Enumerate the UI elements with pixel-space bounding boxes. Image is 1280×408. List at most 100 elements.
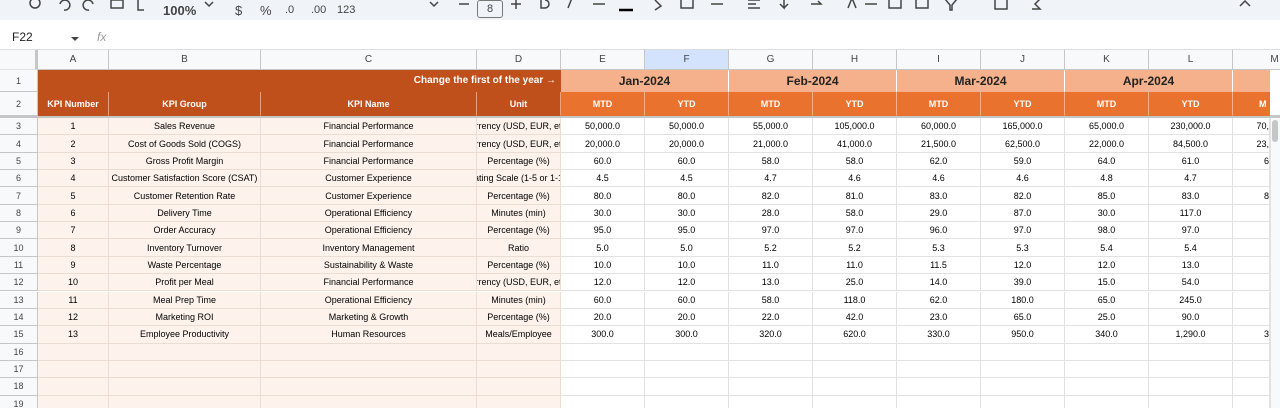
column-header: D: [477, 50, 561, 70]
value-cell: 81.0: [813, 187, 897, 205]
row-number: 4: [0, 135, 38, 153]
empty-cell: [1149, 378, 1233, 396]
row-number: 5: [0, 152, 38, 171]
empty-cell: [897, 395, 981, 408]
value-cell: 11.5: [897, 256, 981, 275]
value-cell: 21,500.0: [897, 135, 981, 153]
empty-cell: [561, 378, 645, 396]
kpi-cell: Ratio: [477, 239, 561, 257]
month-header-partial: [1233, 70, 1270, 92]
value-cell: 11.0: [729, 256, 813, 275]
empty-cell: [561, 343, 645, 361]
value-cell: 80.0: [645, 187, 729, 205]
zoom[interactable]: 100%: [163, 2, 197, 18]
kpi-cell: Customer Experience: [261, 170, 477, 188]
subheader: YTD: [981, 92, 1065, 116]
empty-cell: [645, 395, 729, 408]
kpi-cell: Percentage (%): [477, 187, 561, 205]
value-cell: 4.5: [561, 170, 645, 188]
value-cell: 42.0: [813, 308, 897, 327]
partial-cell: [1233, 170, 1270, 188]
value-cell: 84,500.0: [1149, 135, 1233, 153]
kpi-cell: Percentage (%): [477, 256, 561, 275]
empty-cell: [897, 360, 981, 379]
column-header: E: [561, 50, 645, 70]
empty-cell: [981, 395, 1065, 408]
increase-decimals[interactable]: .00: [311, 4, 327, 16]
empty-cell: [729, 360, 813, 379]
value-cell: 5.3: [897, 239, 981, 257]
empty-cell: [1065, 343, 1149, 361]
kpi-cell: 2: [38, 135, 109, 153]
kpi-cell: Customer Satisfaction Score (CSAT): [109, 170, 261, 188]
value-cell: 25.0: [1065, 308, 1149, 327]
partial-cell: [1233, 222, 1270, 240]
name-box[interactable]: F22: [12, 30, 33, 44]
empty-cell: [729, 395, 813, 408]
percent-format[interactable]: %: [260, 2, 272, 18]
empty-cell: [813, 360, 897, 379]
value-cell: 20,000.0: [561, 135, 645, 153]
value-cell: 60.0: [561, 291, 645, 309]
empty-cell: [645, 378, 729, 396]
value-cell: 10.0: [645, 256, 729, 275]
column-title: KPI Group: [109, 92, 261, 116]
kpi-cell: Customer Retention Rate: [109, 187, 261, 205]
kpi-cell: Sales Revenue: [109, 118, 261, 136]
value-cell: 87.0: [981, 204, 1065, 223]
kpi-cell: Gross Profit Margin: [109, 152, 261, 171]
partial-cell: [1233, 291, 1270, 309]
value-cell: 21,000.0: [729, 135, 813, 153]
value-cell: 117.0: [1149, 204, 1233, 223]
kpi-cell: 8: [38, 239, 109, 257]
empty-cell: [981, 360, 1065, 379]
value-cell: 5.4: [1065, 239, 1149, 257]
value-cell: 950.0: [981, 326, 1065, 344]
more-formats[interactable]: 123: [337, 4, 356, 16]
value-cell: 28.0: [729, 204, 813, 223]
value-cell: 12.0: [981, 256, 1065, 275]
scrollbar-thumb[interactable]: [1272, 120, 1278, 142]
column-header: G: [729, 50, 813, 70]
partial-cell: 3: [1233, 326, 1270, 344]
value-cell: 4.8: [1065, 170, 1149, 188]
partial-cell: 23,: [1233, 135, 1270, 153]
value-cell: 5.2: [729, 239, 813, 257]
value-cell: 320.0: [729, 326, 813, 344]
column-header: C: [261, 50, 477, 70]
kpi-cell: rrency (USD, EUR, et: [477, 274, 561, 292]
value-cell: 22,000.0: [1065, 135, 1149, 153]
empty-cell: [645, 360, 729, 379]
kpi-cell: ating Scale (1-5 or 1-1: [477, 170, 561, 188]
font-size[interactable]: 8: [477, 0, 503, 18]
value-cell: 64.0: [1065, 152, 1149, 171]
subheader-partial: M: [1233, 92, 1270, 116]
value-cell: 65.0: [981, 308, 1065, 327]
currency-format[interactable]: $: [235, 2, 243, 18]
column-header: M: [1233, 50, 1280, 70]
scrollbar[interactable]: [1270, 118, 1280, 408]
value-cell: 23.0: [897, 308, 981, 327]
kpi-cell: Financial Performance: [261, 274, 477, 292]
value-cell: 13.0: [729, 274, 813, 292]
value-cell: 30.0: [645, 204, 729, 223]
value-cell: 95.0: [645, 222, 729, 240]
decrease-decimals[interactable]: .0: [285, 4, 295, 16]
column-header: I: [897, 50, 981, 70]
partial-cell: [1233, 378, 1270, 396]
value-cell: 30.0: [561, 204, 645, 223]
value-cell: 4.7: [729, 170, 813, 188]
partial-cell: 8: [1233, 187, 1270, 205]
empty-cell: [813, 378, 897, 396]
kpi-cell: Meals/Employee: [477, 326, 561, 344]
value-cell: 29.0: [897, 204, 981, 223]
subheader: YTD: [813, 92, 897, 116]
empty-cell: [109, 360, 261, 379]
column-header: B: [109, 50, 261, 70]
value-cell: 97.0: [729, 222, 813, 240]
row-number: 3: [0, 118, 38, 136]
value-cell: 180.0: [981, 291, 1065, 309]
empty-cell: [38, 343, 109, 361]
value-cell: 1,290.0: [1149, 326, 1233, 344]
